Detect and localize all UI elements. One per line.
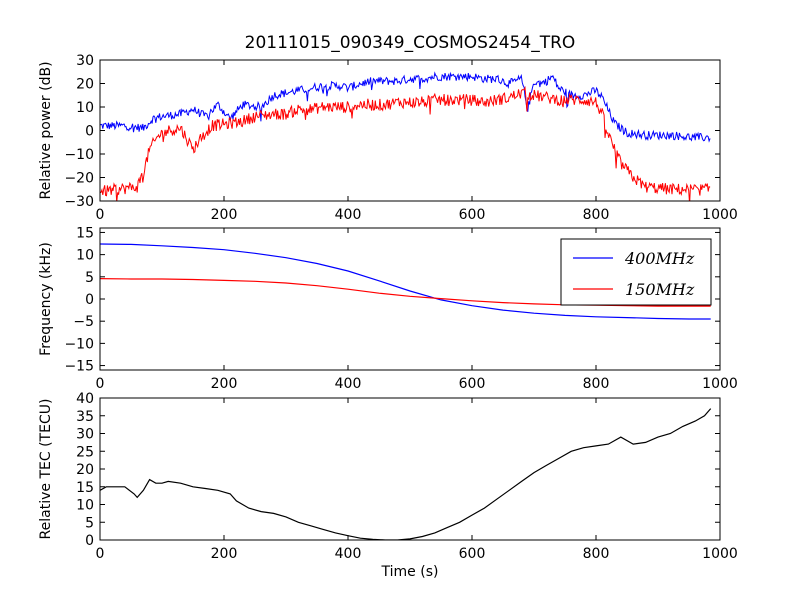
x-tick-label: 200 (211, 207, 238, 223)
y-tick-label: −10 (64, 147, 94, 163)
y-tick-label: 0 (85, 124, 94, 140)
x-tick-label: 400 (335, 546, 362, 562)
legend-entry: 400MHz (624, 249, 695, 268)
y-tick-label: 0 (85, 533, 94, 549)
x-tick-label: 800 (583, 546, 610, 562)
panel-1: 0 200 400 600 800 1000 −30 −20 −10 0 10 20 30 Relativ… (38, 53, 738, 223)
y-tick-label: −20 (64, 171, 94, 187)
y-axis-label: Frequency (kHz) (38, 242, 54, 356)
x-tick-label: 1000 (702, 207, 738, 223)
y-tick-label: 30 (76, 427, 94, 443)
y-tick-label: 20 (76, 77, 94, 93)
y-tick-label: 40 (76, 391, 94, 407)
series-line-2 (100, 278, 711, 307)
x-tick-label: 400 (335, 207, 362, 223)
panel-2: 0 200 400 600 800 1000 −15 −10 −5 0 5 10 15 Frequency… (38, 225, 738, 392)
series-line-1 (100, 71, 711, 143)
y-tick-label: −5 (73, 314, 94, 330)
y-tick-label: 5 (85, 270, 94, 286)
y-tick-label: 10 (76, 498, 94, 514)
legend-box (560, 238, 712, 306)
y-tick-label: −10 (64, 336, 94, 352)
y-tick-label: 15 (76, 480, 94, 496)
panels: 0 200 400 600 800 1000−30−20−100102030Relativ… (38, 53, 738, 580)
x-tick-label: 600 (459, 546, 486, 562)
x-tick-label: 800 (583, 376, 610, 392)
y-tick-label: 10 (76, 248, 94, 264)
y-tick-label: −30 (64, 194, 94, 210)
y-tick-label: 20 (76, 462, 94, 478)
legend-entry: 150MHz (625, 280, 695, 299)
x-tick-label: 800 (583, 207, 610, 223)
y-tick-label: 30 (76, 53, 94, 69)
x-tick-label: 200 (211, 376, 238, 392)
x-tick-label: 600 (459, 376, 486, 392)
x-tick-label: 1000 (702, 546, 738, 562)
x-tick-label: 0 (96, 207, 105, 223)
x-tick-label: 1000 (702, 376, 738, 392)
x-tick-label: 200 (211, 546, 238, 562)
y-tick-label: 5 (85, 515, 94, 531)
y-tick-label: 10 (76, 100, 94, 116)
series-line-2 (100, 85, 711, 201)
y-tick-label: −15 (64, 359, 94, 375)
y-tick-label: 25 (76, 444, 94, 460)
x-axis-label: Time (s) (381, 564, 439, 580)
legend: 400MHz 150MHz (560, 238, 712, 306)
x-tick-label: 0 (96, 546, 105, 562)
series-line-1 (100, 243, 711, 320)
x-tick-label: 400 (335, 376, 362, 392)
panel-3: 0 200 400 600 800 10000510152025303540Relativ… (38, 391, 738, 580)
y-tick-label: 0 (85, 292, 94, 308)
figure-title: 20111015_090349_COSMOS2454_TRO (245, 33, 576, 53)
y-tick-label: 15 (76, 225, 94, 241)
x-tick-label: 600 (459, 207, 486, 223)
x-tick-label: 0 (96, 376, 105, 392)
y-axis-label: Relative TEC (TECU) (38, 399, 54, 540)
y-tick-label: 35 (76, 409, 94, 425)
y-axis-label: Relative power (dB) (38, 61, 54, 199)
